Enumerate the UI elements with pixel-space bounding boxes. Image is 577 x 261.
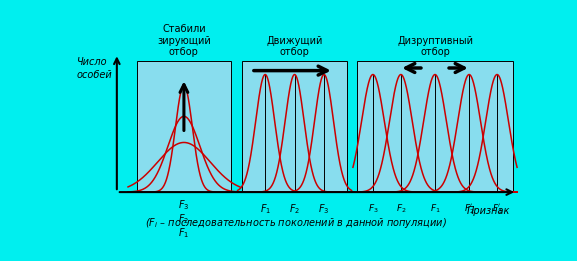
FancyBboxPatch shape [242,62,347,192]
Text: $F_3$: $F_3$ [178,198,190,212]
Text: $F_2$: $F_2$ [178,212,189,226]
Text: $F_3$: $F_3$ [368,202,379,215]
FancyBboxPatch shape [137,62,231,192]
FancyBboxPatch shape [357,62,512,192]
Text: $F_2$: $F_2$ [396,202,406,215]
Text: $F_1$: $F_1$ [260,202,271,216]
Text: ($F_i$ – последовательность поколений в данной популяции): ($F_i$ – последовательность поколений в … [145,216,447,230]
Text: Признак: Признак [467,206,511,216]
Text: Движущий
отбор: Движущий отбор [267,36,323,57]
Text: Стабили
зирующий
отбор: Стабили зирующий отбор [157,24,211,57]
Text: $F_1$: $F_1$ [178,226,189,240]
Text: Дизруптивный
отбор: Дизруптивный отбор [397,36,473,57]
Text: $F_3'$: $F_3'$ [492,202,503,216]
Text: $F_2$: $F_2$ [289,202,300,216]
Text: $F_2'$: $F_2'$ [464,202,474,216]
Text: $F_3$: $F_3$ [319,202,329,216]
Text: $F_1$: $F_1$ [430,202,440,215]
Text: Число
особей: Число особей [77,57,113,80]
